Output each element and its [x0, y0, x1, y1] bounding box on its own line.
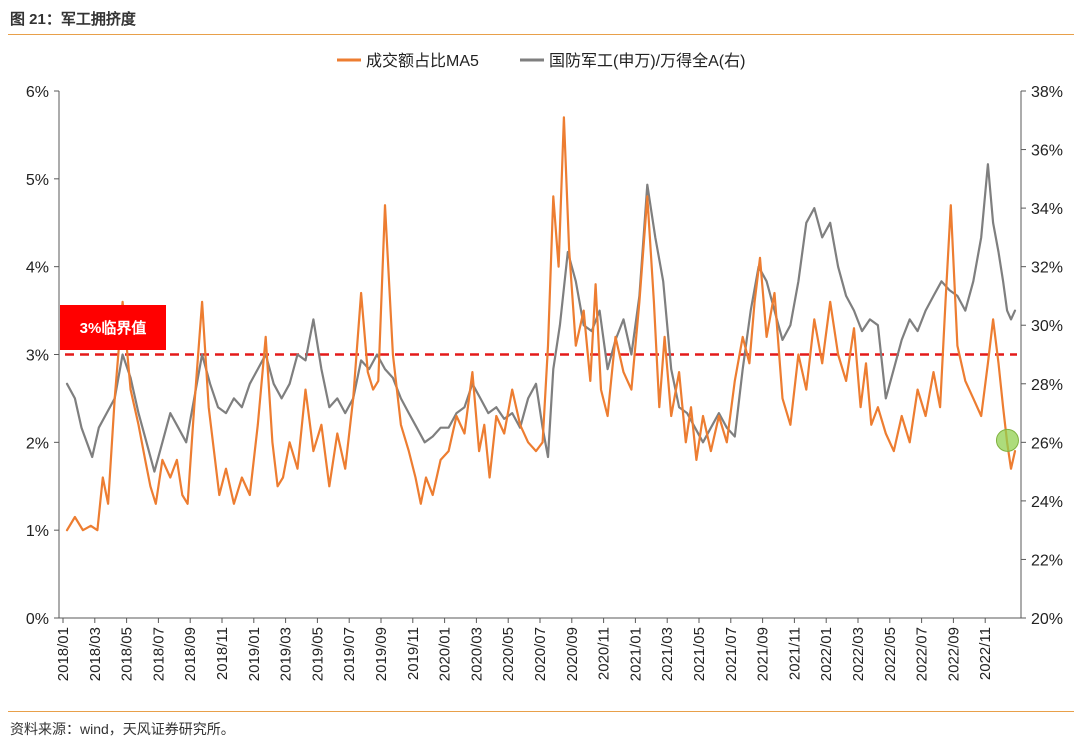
chart-canvas: 成交额占比MA5 国防军工(申万)/万得全A(右) 0% 1% 2% 3% 4% 5% 6%…	[26, 52, 1063, 681]
figure-title: 图 21：军工拥挤度	[10, 11, 136, 28]
y-left-tick-label: 2%	[26, 435, 49, 452]
x-tick-label: 2019/03	[278, 627, 295, 681]
x-tick-label: 2020/05	[500, 627, 517, 681]
y-right-tick-label: 36%	[1031, 143, 1063, 160]
x-tick-label: 2021/05	[691, 627, 708, 681]
y-right-tick-label: 22%	[1031, 552, 1063, 569]
x-tick-label: 2020/07	[532, 627, 549, 681]
y-left-tick-label: 4%	[26, 260, 49, 277]
x-tick-label: 2018/05	[119, 627, 136, 681]
x-tick-label: 2018/03	[87, 627, 104, 681]
x-tick-label: 2019/05	[309, 627, 326, 681]
x-tick-label: 2018/09	[182, 627, 199, 681]
y-right-tick-label: 34%	[1031, 201, 1063, 218]
x-tick-label: 2019/09	[373, 627, 390, 681]
y-right-tick-label: 26%	[1031, 435, 1063, 452]
x-tick-label: 2021/09	[755, 627, 772, 681]
legend: 成交额占比MA5 国防军工(申万)/万得全A(右)	[337, 52, 745, 70]
y-left-tick-label: 1%	[26, 523, 49, 540]
x-tick-label: 2021/07	[723, 627, 740, 681]
x-tick-label: 2018/11	[214, 627, 231, 680]
y-right-tick-label: 28%	[1031, 377, 1063, 394]
x-tick-label: 2022/11	[977, 627, 994, 680]
series-line-turnover-ma5	[65, 116, 1017, 532]
y-axis-right: 20% 22% 24% 26% 28% 30% 32% 34% 36% 38%	[1021, 84, 1063, 628]
x-tick-label: 2021/01	[627, 627, 644, 681]
series-group	[65, 116, 1017, 532]
bottom-rule	[8, 711, 1074, 712]
x-tick-label: 2022/03	[850, 627, 867, 681]
threshold-badge	[60, 305, 166, 350]
x-tick-label: 2020/11	[596, 627, 613, 680]
source-note: 资料来源：wind，天风证券研究所。	[10, 721, 235, 737]
legend-label-orange: 成交额占比MA5	[366, 52, 479, 70]
y-right-tick-label: 38%	[1031, 84, 1063, 101]
y-left-tick-label: 0%	[26, 611, 49, 628]
y-axis-left: 0% 1% 2% 3% 4% 5% 6%	[26, 84, 59, 628]
annotations: 3%临界值	[60, 305, 1019, 452]
y-left-tick-label: 3%	[26, 348, 49, 365]
threshold-badge-label: 3%临界值	[80, 319, 147, 337]
y-right-tick-label: 24%	[1031, 494, 1063, 511]
x-tick-label: 2022/09	[945, 627, 962, 681]
latest-value-marker	[995, 428, 1019, 452]
x-tick-label: 2019/07	[341, 627, 358, 681]
x-tick-label: 2020/09	[564, 627, 581, 681]
y-right-tick-label: 30%	[1031, 318, 1063, 335]
x-axis: 2018/01 2018/03 2018/05 2018/07 2018/09 2018/…	[55, 618, 994, 681]
x-tick-label: 2022/05	[882, 627, 899, 681]
y-right-tick-label: 32%	[1031, 260, 1063, 277]
x-tick-label: 2021/11	[786, 627, 803, 680]
x-tick-label: 2020/03	[468, 627, 485, 681]
series-line-defense-relative	[65, 163, 1017, 473]
top-rule	[8, 34, 1074, 35]
x-tick-label: 2019/11	[405, 627, 422, 680]
x-tick-label: 2019/01	[246, 627, 263, 681]
y-left-tick-label: 5%	[26, 172, 49, 189]
x-tick-label: 2020/01	[437, 627, 454, 681]
x-tick-label: 2022/01	[818, 627, 835, 681]
x-tick-label: 2018/07	[150, 627, 167, 681]
x-tick-label: 2018/01	[55, 627, 72, 681]
y-right-tick-label: 20%	[1031, 611, 1063, 628]
y-left-tick-label: 6%	[26, 84, 49, 101]
legend-label-gray: 国防军工(申万)/万得全A(右)	[549, 52, 745, 70]
x-tick-label: 2021/03	[659, 627, 676, 681]
x-tick-label: 2022/07	[914, 627, 931, 681]
